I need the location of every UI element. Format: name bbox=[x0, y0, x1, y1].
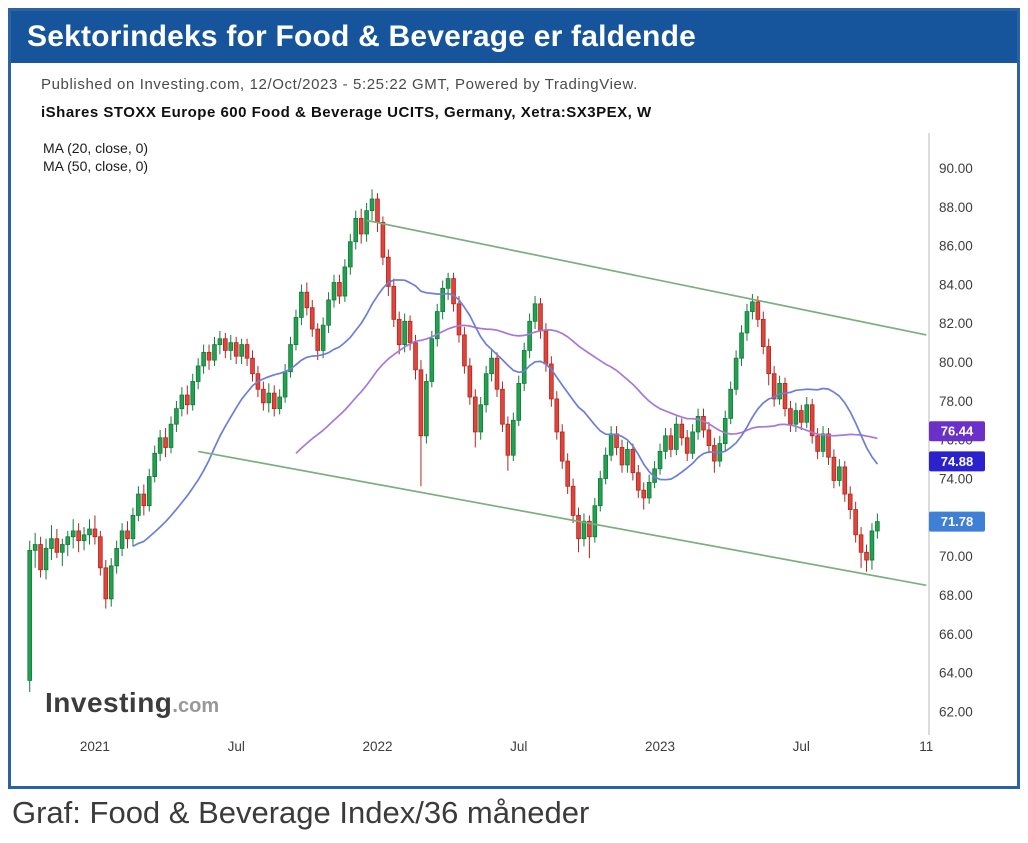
chart-caption: Graf: Food & Beverage Index/36 måneder bbox=[12, 795, 590, 830]
svg-text:76.44: 76.44 bbox=[941, 424, 974, 439]
headline-text: Sektorindeks for Food & Beverage er fald… bbox=[27, 20, 696, 53]
svg-text:78.00: 78.00 bbox=[939, 394, 973, 409]
svg-text:Jul: Jul bbox=[510, 739, 527, 754]
svg-text:74.00: 74.00 bbox=[939, 472, 973, 487]
svg-text:82.00: 82.00 bbox=[939, 316, 973, 331]
svg-text:71.78: 71.78 bbox=[941, 514, 974, 529]
chart-region: Published on Investing.com, 12/Oct/2023 … bbox=[11, 63, 1017, 786]
svg-text:Jul: Jul bbox=[793, 739, 810, 754]
ma20-legend-label: MA (20, close, 0) bbox=[43, 140, 149, 156]
svg-text:88.00: 88.00 bbox=[939, 200, 973, 215]
svg-text:2022: 2022 bbox=[362, 739, 392, 754]
published-line: Published on Investing.com, 12/Oct/2023 … bbox=[41, 76, 638, 93]
investing-logo-text: Investing bbox=[45, 687, 173, 718]
svg-text:11: 11 bbox=[919, 739, 933, 754]
svg-text:68.00: 68.00 bbox=[939, 588, 973, 603]
article-chart-frame: Sektorindeks for Food & Beverage er fald… bbox=[8, 8, 1020, 789]
investing-logo: Investing.com bbox=[45, 687, 219, 719]
svg-text:2021: 2021 bbox=[80, 739, 110, 754]
svg-text:80.00: 80.00 bbox=[939, 355, 973, 370]
svg-text:70.00: 70.00 bbox=[939, 549, 973, 564]
svg-text:86.00: 86.00 bbox=[939, 239, 973, 254]
svg-text:84.00: 84.00 bbox=[939, 277, 973, 292]
svg-text:90.00: 90.00 bbox=[939, 161, 973, 176]
ma-legend: MA (20, close, 0) MA (50, close, 0) bbox=[43, 139, 148, 175]
svg-text:2023: 2023 bbox=[645, 739, 675, 754]
svg-text:64.00: 64.00 bbox=[939, 666, 973, 681]
investing-logo-com: .com bbox=[172, 695, 220, 717]
svg-text:74.88: 74.88 bbox=[941, 454, 974, 469]
candlestick-chart[interactable]: 90.0088.0086.0084.0082.0080.0078.0076.00… bbox=[11, 127, 1017, 775]
instrument-line: iShares STOXX Europe 600 Food & Beverage… bbox=[41, 104, 652, 121]
ma50-legend-label: MA (50, close, 0) bbox=[43, 158, 149, 174]
headline-bar: Sektorindeks for Food & Beverage er fald… bbox=[11, 11, 1017, 63]
svg-text:62.00: 62.00 bbox=[939, 705, 973, 720]
svg-text:Jul: Jul bbox=[228, 739, 245, 754]
svg-text:66.00: 66.00 bbox=[939, 627, 973, 642]
